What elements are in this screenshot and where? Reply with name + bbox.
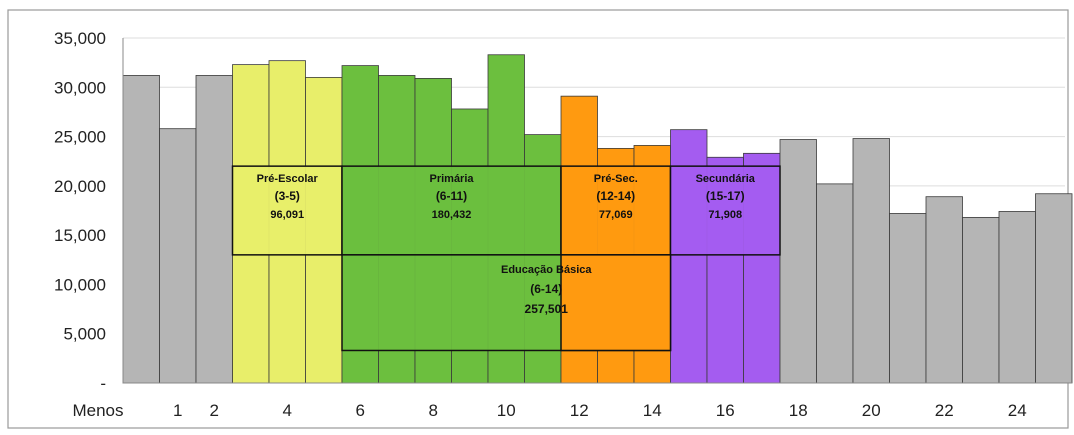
- x-tick-label: 20: [862, 401, 881, 420]
- annotation-title: Pré-Escolar: [257, 173, 319, 185]
- annotation-box: [669, 165, 781, 256]
- annotation-title: Educação Básica: [501, 264, 592, 276]
- annotation-box-segment: [560, 254, 672, 352]
- bar: [159, 128, 197, 384]
- y-tick-label: 15,000: [54, 226, 106, 245]
- annotation-box: [341, 165, 562, 256]
- y-tick-label: 10,000: [54, 275, 106, 294]
- x-tick-label: 18: [789, 401, 808, 420]
- x-tick-label: 14: [643, 401, 662, 420]
- x-tick-label: 2: [210, 401, 219, 420]
- y-tick-label: 20,000: [54, 177, 106, 196]
- annotation-total: 77,069: [599, 209, 633, 221]
- bar: [1035, 193, 1073, 384]
- annotation-range: (15-17): [706, 189, 745, 203]
- bar: [998, 211, 1036, 384]
- annotation-title: Primária: [429, 173, 474, 185]
- bar: [816, 183, 854, 384]
- bar: [195, 75, 233, 384]
- bar: [925, 196, 963, 384]
- x-tick-label: 4: [283, 401, 292, 420]
- annotation-box: [231, 165, 343, 256]
- y-tick-label: -: [100, 374, 106, 393]
- x-tick-label: 10: [497, 401, 516, 420]
- x-tick-label: 1: [173, 401, 182, 420]
- x-tick-label: Menos: [72, 401, 123, 420]
- annotation-total: 71,908: [708, 209, 742, 221]
- x-tick-label: 22: [935, 401, 954, 420]
- annotation-range: (6-11): [436, 189, 467, 203]
- x-tick-label: 24: [1008, 401, 1027, 420]
- annotation-range: (6-14): [530, 282, 562, 296]
- annotation-title: Secundária: [696, 173, 756, 185]
- annotation-total: 180,432: [432, 209, 472, 221]
- x-tick-label: 8: [429, 401, 438, 420]
- y-tick-label: 5,000: [63, 325, 106, 344]
- y-tick-label: 35,000: [54, 29, 106, 48]
- bar: [889, 213, 927, 384]
- annotation-total: 96,091: [270, 209, 304, 221]
- x-tick-label: 12: [570, 401, 589, 420]
- annotation-title: Pré-Sec.: [594, 173, 638, 185]
- axes: - 5,000 10,000 15,000 20,000 25,000 30,000 35,0…: [54, 29, 1072, 420]
- x-tick-label: 6: [356, 401, 365, 420]
- annotation-range: (3-5): [275, 189, 300, 203]
- x-tick-label: 16: [716, 401, 735, 420]
- annotation-boxes: Pré-Escolar (3-5) 96,091 Primária (6-11) 180,…: [231, 165, 781, 352]
- bar: [962, 216, 1000, 384]
- annotation-total: 257,501: [525, 302, 569, 316]
- annotation-range: (12-14): [596, 189, 635, 203]
- y-tick-label: 30,000: [54, 78, 106, 97]
- y-tick-label: 25,000: [54, 128, 106, 147]
- bar: [779, 139, 817, 384]
- bar: [852, 138, 890, 384]
- bar: [122, 75, 160, 384]
